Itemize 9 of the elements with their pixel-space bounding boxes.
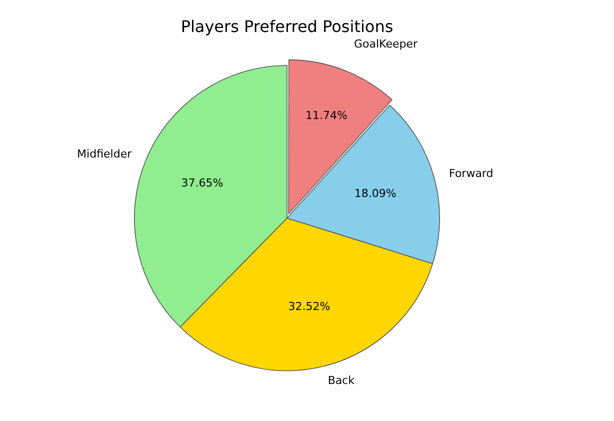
data-label: 37.65% [181, 176, 224, 190]
slice-label: Back [328, 374, 356, 387]
slice-label: Forward [449, 167, 494, 180]
chart-title: Players Preferred Positions [180, 16, 394, 36]
data-label: 32.52% [288, 300, 330, 313]
slice-label: GoalKeeper [354, 38, 418, 51]
slice-label: Midfielder [77, 147, 132, 160]
data-label: 18.09% [354, 186, 396, 200]
data-label: 11.74% [306, 108, 348, 122]
